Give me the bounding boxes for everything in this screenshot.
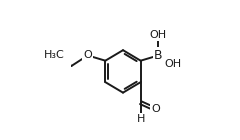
Text: OH: OH xyxy=(164,59,181,69)
Text: B: B xyxy=(154,49,162,62)
Text: H: H xyxy=(137,114,145,124)
Text: O: O xyxy=(83,50,92,60)
Text: H₃C: H₃C xyxy=(44,50,65,60)
Text: OH: OH xyxy=(150,30,167,40)
Text: O: O xyxy=(151,104,160,114)
